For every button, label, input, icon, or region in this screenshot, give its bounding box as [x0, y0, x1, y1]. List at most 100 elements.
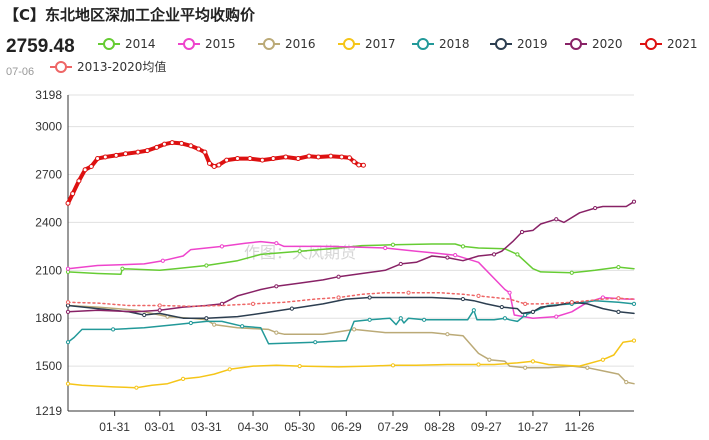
data-point[interactable] [274, 284, 279, 289]
data-point[interactable] [569, 270, 574, 275]
data-point[interactable] [421, 317, 427, 322]
data-point[interactable] [88, 164, 94, 170]
data-point[interactable] [306, 153, 312, 159]
data-point[interactable] [336, 295, 341, 300]
data-point[interactable] [283, 154, 289, 160]
data-point[interactable] [65, 266, 71, 271]
data-point[interactable] [339, 154, 345, 160]
data-point[interactable] [259, 157, 265, 163]
data-point[interactable] [82, 167, 88, 173]
series-line-2018[interactable] [67, 299, 635, 345]
data-point[interactable] [224, 157, 230, 163]
data-point[interactable] [142, 312, 147, 318]
data-point[interactable] [65, 300, 71, 305]
data-point[interactable] [196, 146, 202, 152]
legend-item-2021[interactable]: 2021 [640, 37, 698, 51]
legend-item-2019[interactable]: 2019 [490, 37, 548, 51]
data-point[interactable] [631, 338, 637, 343]
data-point[interactable] [507, 290, 512, 295]
data-point[interactable] [95, 156, 101, 162]
series-line-2020[interactable] [67, 200, 635, 313]
data-point[interactable] [624, 379, 629, 385]
data-point[interactable] [274, 330, 279, 335]
legend-item-2018[interactable]: 2018 [412, 37, 470, 51]
data-point[interactable] [616, 296, 621, 301]
data-point[interactable] [367, 295, 372, 300]
data-point[interactable] [502, 316, 508, 321]
data-point[interactable] [367, 317, 372, 322]
data-point[interactable] [204, 263, 209, 268]
data-point[interactable] [491, 252, 497, 257]
data-point[interactable] [460, 244, 466, 249]
data-point[interactable] [70, 191, 76, 197]
series-line-2017[interactable] [67, 339, 635, 389]
legend-item-2013-2020均值[interactable]: 2013-2020均值 [50, 59, 166, 74]
data-point[interactable] [240, 324, 245, 329]
data-point[interactable] [406, 290, 411, 295]
data-point[interactable] [227, 367, 232, 372]
data-point[interactable] [313, 340, 318, 345]
data-point[interactable] [144, 148, 150, 154]
data-point[interactable] [188, 143, 194, 149]
data-point[interactable] [530, 309, 536, 314]
data-point[interactable] [616, 265, 621, 270]
data-point[interactable] [390, 363, 396, 368]
data-point[interactable] [460, 296, 466, 302]
chart-legend[interactable]: 2014 2015 2016 2017 2018 2019 2020 2021 2013-202… [50, 37, 698, 74]
data-point[interactable] [383, 245, 388, 251]
data-point[interactable] [65, 340, 71, 345]
data-point[interactable] [154, 144, 160, 150]
legend-item-2016[interactable]: 2016 [258, 37, 316, 51]
data-point[interactable] [110, 327, 116, 332]
data-point[interactable] [102, 154, 108, 160]
data-point[interactable] [289, 306, 295, 311]
data-point[interactable] [234, 156, 240, 162]
data-point[interactable] [274, 241, 279, 246]
data-point[interactable] [202, 149, 208, 155]
data-point[interactable] [585, 365, 590, 370]
data-point[interactable] [65, 381, 71, 386]
data-point[interactable] [351, 159, 357, 165]
data-point[interactable] [211, 164, 217, 170]
data-point[interactable] [476, 293, 481, 298]
data-point[interactable] [569, 300, 574, 305]
data-point[interactable] [515, 252, 520, 257]
data-point[interactable] [76, 178, 82, 184]
data-point[interactable] [487, 357, 492, 362]
data-point[interactable] [247, 156, 253, 162]
series-line-2015[interactable] [67, 240, 635, 319]
legend-item-2015[interactable]: 2015 [178, 37, 236, 51]
data-point[interactable] [390, 242, 396, 247]
data-point[interactable] [352, 327, 357, 332]
data-point[interactable] [360, 162, 366, 168]
legend-item-2020[interactable]: 2020 [565, 37, 623, 51]
data-point[interactable] [523, 365, 528, 370]
series-line-2014[interactable] [67, 243, 635, 276]
data-point[interactable] [297, 249, 302, 254]
data-point[interactable] [113, 152, 119, 158]
data-point[interactable] [212, 322, 217, 327]
data-point[interactable] [270, 156, 276, 162]
data-point[interactable] [593, 205, 598, 211]
data-point[interactable] [398, 261, 403, 267]
data-point[interactable] [631, 301, 637, 306]
data-point[interactable] [216, 162, 222, 168]
data-point[interactable] [315, 154, 321, 160]
data-point[interactable] [123, 151, 129, 157]
data-point[interactable] [179, 140, 185, 146]
data-point[interactable] [134, 385, 139, 390]
data-point[interactable] [161, 141, 167, 147]
data-point[interactable] [530, 359, 536, 364]
data-point[interactable] [476, 362, 481, 367]
data-point[interactable] [160, 258, 165, 263]
data-point[interactable] [328, 153, 334, 159]
data-point[interactable] [445, 332, 450, 337]
data-point[interactable] [453, 253, 458, 258]
data-point[interactable] [295, 156, 301, 162]
data-point[interactable] [135, 149, 141, 155]
data-point[interactable] [523, 301, 528, 306]
data-point[interactable] [471, 308, 476, 313]
data-point[interactable] [445, 255, 450, 260]
data-point[interactable] [207, 160, 212, 166]
series-line-2013-2020均值[interactable] [67, 291, 635, 308]
